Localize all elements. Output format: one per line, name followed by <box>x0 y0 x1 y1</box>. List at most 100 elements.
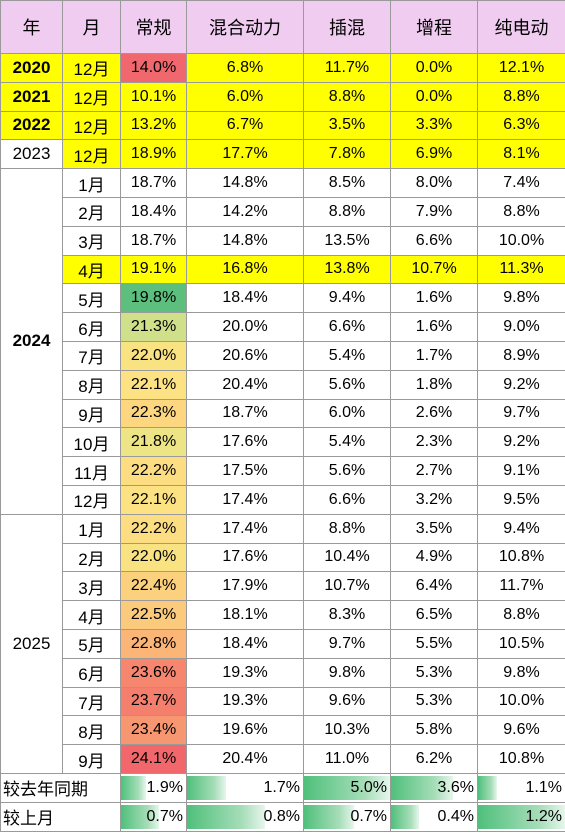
comparison-value: 1.9% <box>146 778 183 796</box>
cell-erev: 1.6% <box>390 312 478 342</box>
cell-phev: 5.4% <box>303 340 391 371</box>
comparison-value: 0.7% <box>350 807 387 825</box>
comparison-value: 3.6% <box>437 778 474 796</box>
cell-phev: 3.5% <box>303 110 391 141</box>
cell-hybrid: 19.6% <box>186 715 304 746</box>
cell-changgui: 23.7% <box>120 686 187 717</box>
cell-bev: 9.8% <box>477 657 565 688</box>
comparison-cell: 1.7% <box>186 772 304 803</box>
cell-changgui: 19.8% <box>120 283 187 314</box>
cell-changgui: 19.1% <box>120 254 187 285</box>
cell-bev: 10.5% <box>477 628 565 659</box>
cell-bev: 10.0% <box>477 225 565 256</box>
cell-erev: 1.7% <box>390 340 478 371</box>
data-bar <box>478 804 565 829</box>
cell-bev: 9.0% <box>477 312 565 342</box>
table-row: 7月 22.0% 20.6% 5.4% 1.7% 8.9% <box>1 340 565 371</box>
cell-hybrid: 14.8% <box>186 168 304 198</box>
table-row: 5月 22.8% 18.4% 9.7% 5.5% 10.5% <box>1 628 565 659</box>
table-row: 6月 23.6% 19.3% 9.8% 5.3% 9.8% <box>1 657 565 688</box>
table-row: 5月 19.8% 18.4% 9.4% 1.6% 9.8% <box>1 283 565 314</box>
cell-phev: 9.8% <box>303 657 391 688</box>
cell-erev: 2.7% <box>390 456 478 486</box>
month-cell: 8月 <box>62 369 121 400</box>
cell-hybrid: 14.8% <box>186 225 304 256</box>
cell-bev: 9.5% <box>477 484 565 515</box>
cell-erev: 10.7% <box>390 254 478 285</box>
table-row: 2月 22.0% 17.6% 10.4% 4.9% 10.8% <box>1 542 565 573</box>
cell-changgui: 18.9% <box>120 139 187 170</box>
comparison-cell: 0.8% <box>186 801 304 832</box>
cell-changgui: 23.4% <box>120 715 187 746</box>
data-bar <box>478 775 498 800</box>
month-cell: 11月 <box>62 456 121 486</box>
month-cell: 9月 <box>62 744 121 774</box>
cell-bev: 8.8% <box>477 600 565 630</box>
cell-changgui: 24.1% <box>120 744 187 774</box>
data-bar <box>304 775 390 800</box>
cell-changgui: 21.8% <box>120 427 187 458</box>
data-bar <box>391 804 420 829</box>
table-row: 2022 12月 13.2% 6.7% 3.5% 3.3% 6.3% <box>0 110 565 141</box>
table-row: 2025 1月 22.2% 17.4% 8.8% 3.5% 9.4% <box>0 513 565 774</box>
cell-hybrid: 18.7% <box>186 398 304 429</box>
table-row: 2023 12月 18.9% 17.7% 7.8% 6.9% 8.1% <box>0 139 565 170</box>
cell-hybrid: 16.8% <box>186 254 304 285</box>
comparison-cell: 1.1% <box>477 772 565 803</box>
month-cell: 3月 <box>62 225 121 256</box>
table-row: 8月 22.1% 20.4% 5.6% 1.8% 9.2% <box>1 369 565 400</box>
cell-phev: 9.4% <box>303 283 391 314</box>
cell-hybrid: 19.3% <box>186 657 304 688</box>
cell-erev: 2.3% <box>390 427 478 458</box>
comparison-label: 较去年同期 <box>0 772 121 803</box>
cell-changgui: 18.7% <box>120 225 187 256</box>
cell-changgui: 22.5% <box>120 600 187 630</box>
cell-bev: 12.1% <box>477 53 565 83</box>
cell-hybrid: 6.0% <box>186 81 304 112</box>
table-row: 2020 12月 14.0% 6.8% 11.7% 0.0% 12.1% <box>0 53 565 83</box>
cell-phev: 7.8% <box>303 139 391 170</box>
cell-bev: 9.7% <box>477 398 565 429</box>
cell-bev: 8.8% <box>477 196 565 227</box>
cell-phev: 10.3% <box>303 715 391 746</box>
cell-erev: 5.3% <box>390 657 478 688</box>
cell-changgui: 22.1% <box>120 369 187 400</box>
cell-erev: 6.6% <box>390 225 478 256</box>
table-row: 6月 21.3% 20.0% 6.6% 1.6% 9.0% <box>1 312 565 342</box>
cell-erev: 8.0% <box>390 168 478 198</box>
cell-changgui: 18.4% <box>120 196 187 227</box>
cell-bev: 9.2% <box>477 369 565 400</box>
cell-hybrid: 20.0% <box>186 312 304 342</box>
year-cell: 2021 <box>0 81 63 112</box>
cell-erev: 4.9% <box>390 542 478 573</box>
cell-changgui: 22.2% <box>120 456 187 486</box>
cell-changgui: 10.1% <box>120 81 187 112</box>
cell-phev: 5.6% <box>303 456 391 486</box>
cell-erev: 1.8% <box>390 369 478 400</box>
header-changgui: 常规 <box>120 0 187 54</box>
cell-changgui: 21.3% <box>120 312 187 342</box>
cell-erev: 5.8% <box>390 715 478 746</box>
cell-phev: 10.4% <box>303 542 391 573</box>
table-row: 10月 21.8% 17.6% 5.4% 2.3% 9.2% <box>1 427 565 458</box>
month-cell: 5月 <box>62 283 121 314</box>
month-cell: 2月 <box>62 196 121 227</box>
table-row: 11月 22.2% 17.5% 5.6% 2.7% 9.1% <box>1 456 565 486</box>
cell-changgui: 22.1% <box>120 484 187 515</box>
table-row: 12月 22.1% 17.4% 6.6% 3.2% 9.5% <box>1 484 565 515</box>
cell-bev: 8.8% <box>477 81 565 112</box>
month-cell: 12月 <box>62 81 121 112</box>
cell-changgui: 22.4% <box>120 571 187 602</box>
cell-changgui: 18.7% <box>120 168 187 198</box>
cell-hybrid: 17.6% <box>186 427 304 458</box>
header-month: 月 <box>62 0 121 54</box>
cell-changgui: 22.0% <box>120 542 187 573</box>
cell-bev: 9.2% <box>477 427 565 458</box>
comparison-value: 0.4% <box>437 807 474 825</box>
cell-hybrid: 19.3% <box>186 686 304 717</box>
data-bar <box>187 804 265 829</box>
comparison-cell: 0.7% <box>303 801 391 832</box>
cell-phev: 5.6% <box>303 369 391 400</box>
cell-phev: 8.8% <box>303 81 391 112</box>
